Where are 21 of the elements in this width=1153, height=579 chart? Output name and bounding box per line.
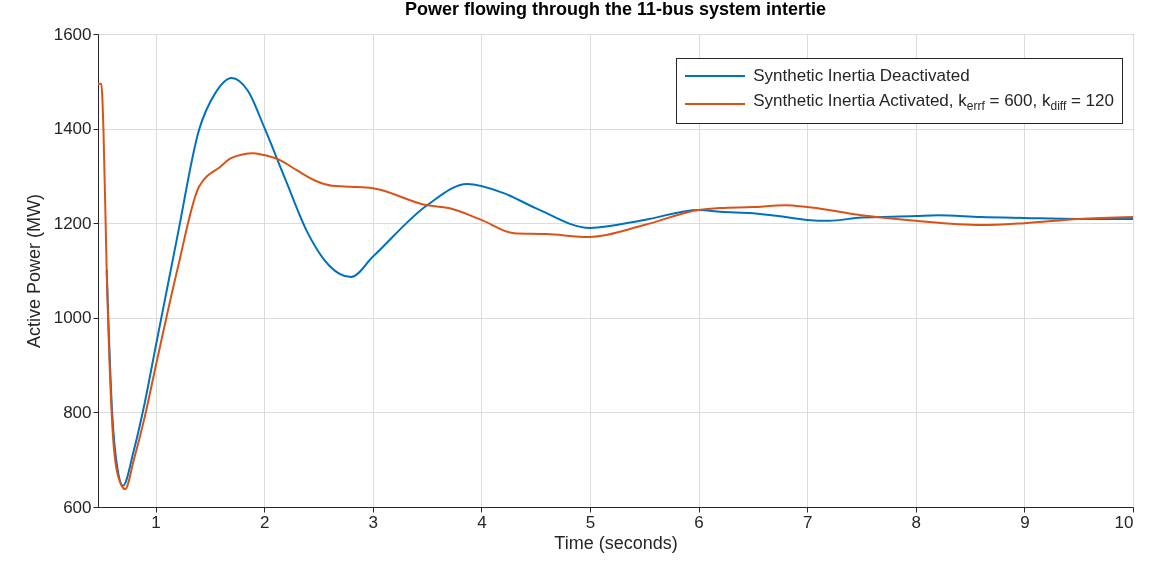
x-tick-label: 4 <box>477 512 487 532</box>
legend-label: Synthetic Inertia Deactivated <box>753 65 970 87</box>
x-tick-label: 2 <box>259 512 270 532</box>
y-tick-label: 600 <box>63 497 92 517</box>
x-tick-label: 3 <box>368 512 378 532</box>
x-tick-label: 10 <box>1114 512 1134 532</box>
x-tick-label: 1 <box>151 512 161 532</box>
y-tick-label: 1000 <box>53 308 92 328</box>
x-tick-label: 7 <box>802 512 813 532</box>
y-tick-label: 1600 <box>53 24 92 44</box>
y-axis-title: Active Power (MW) <box>23 193 44 349</box>
y-tick-label: 1200 <box>53 213 92 233</box>
y-tick-label: 800 <box>63 402 92 422</box>
x-tick-label: 9 <box>1020 512 1030 532</box>
x-tick-label: 6 <box>694 512 704 532</box>
y-tick-label: 1400 <box>53 119 92 139</box>
x-tick-label: 5 <box>585 512 596 532</box>
x-tick-label: 8 <box>911 512 922 532</box>
chart-title: Power flowing through the 11-bus system intertie <box>404 0 827 19</box>
x-axis-title: Time (seconds) <box>554 532 678 553</box>
legend-label: Synthetic Inertia Activated, k$_{errf}$ = 600, k$_{diff}$ = 120 <box>753 90 1114 116</box>
